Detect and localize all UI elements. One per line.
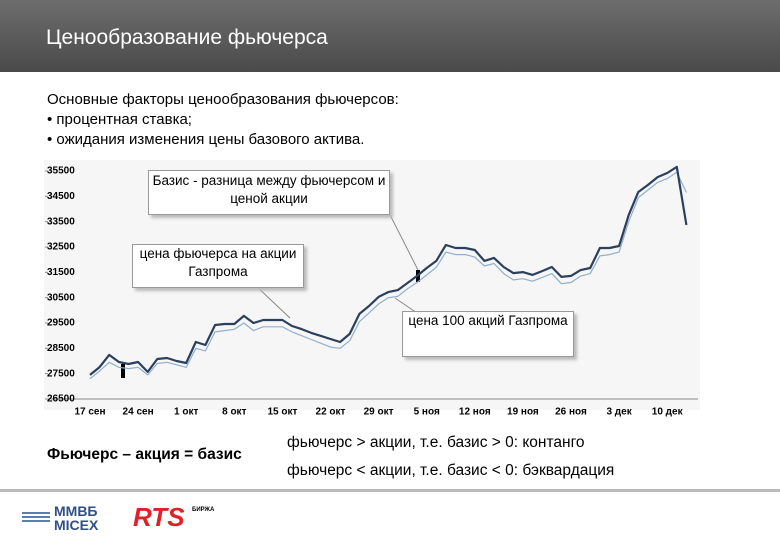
y-tick-label: 30500: [47, 292, 75, 303]
y-tick-label: 33500: [47, 216, 75, 227]
note: фьючерс > акции, т.е. базис > 0: контанг…: [287, 434, 585, 451]
logo-text: БИРЖА: [192, 507, 215, 513]
divider: [0, 489, 780, 492]
x-tick-label: 15 окт: [267, 407, 297, 418]
y-tick-label: 32500: [47, 242, 75, 253]
leader-line: [254, 284, 291, 319]
x-tick-label: 17 сен: [74, 407, 105, 418]
slide-title: Ценообразование фьючерса: [46, 26, 328, 49]
logo-text: ММВБ: [54, 503, 98, 519]
note: фьючерс < акции, т.е. базис < 0: бэквард…: [287, 462, 615, 479]
x-tick-label: 8 окт: [222, 407, 246, 418]
x-tick-label: 12 ноя: [459, 407, 491, 418]
x-tick-label: 22 окт: [316, 407, 346, 418]
x-tick-label: 26 ноя: [555, 407, 587, 418]
y-tick-label: 29500: [47, 318, 75, 329]
bullet: • процентная ставка;: [47, 111, 192, 128]
y-tick-label: 27500: [47, 368, 75, 379]
annotation: цена 100 акций Газпрома: [402, 311, 574, 357]
logo-mark: [22, 512, 50, 522]
x-tick-label: 24 сен: [123, 407, 154, 418]
x-tick-label: 10 дек: [652, 407, 684, 418]
y-tick-label: 34500: [47, 191, 75, 202]
logo-text: MICEX: [54, 517, 99, 533]
y-tick-label: 35500: [47, 166, 75, 177]
annotation: цена фьючерса на акции Газпрома: [132, 244, 304, 288]
intro: Основные факторы ценообразования фьючерс…: [47, 90, 399, 150]
series-line: [89, 165, 688, 376]
y-tick-label: 26500: [47, 394, 75, 405]
y-tick-label: 28500: [47, 343, 75, 354]
x-tick-label: 19 ноя: [507, 407, 539, 418]
logo-text: RTS: [133, 502, 185, 532]
x-tick-label: 1 окт: [174, 407, 198, 418]
bullet: • ожидания изменения цены базового актив…: [47, 131, 365, 148]
intro-heading: Основные факторы ценообразования фьючерс…: [47, 91, 399, 108]
series-line: [89, 171, 687, 380]
logo: ММВБ MICEX: [54, 504, 98, 532]
header: Ценообразование фьючерса: [0, 0, 780, 72]
annotation: Базис - разница между фьючерсом и ценой …: [148, 170, 390, 215]
x-tick-label: 5 ноя: [414, 407, 440, 418]
formula: Фьючерс – акция = базис: [47, 446, 242, 463]
basis-marker: [121, 364, 125, 378]
x-tick-label: 29 окт: [364, 407, 394, 418]
y-tick-label: 31500: [47, 267, 75, 278]
x-tick-label: 3 дек: [606, 407, 632, 418]
